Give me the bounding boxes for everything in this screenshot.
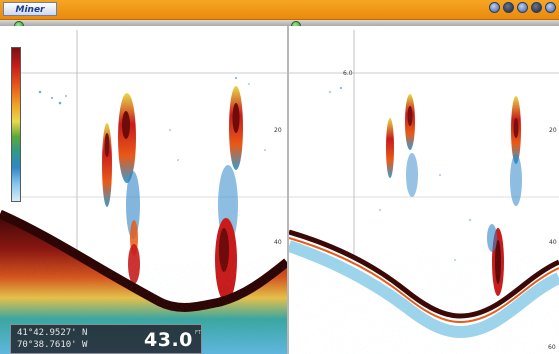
left-depth-label-40: 40: [274, 239, 282, 246]
left-plume-1: [102, 123, 112, 207]
right-depth-label-20: 20: [549, 127, 557, 134]
pane-divider[interactable]: [287, 26, 289, 354]
right-scale-label: 6.0: [343, 70, 353, 77]
depth-value: 43.0: [144, 329, 193, 351]
depth-unit: FT: [195, 330, 201, 336]
settings-icon[interactable]: [489, 2, 500, 13]
right-plume-2: [510, 96, 522, 206]
globe-icon[interactable]: [517, 2, 528, 13]
brand-logo: Miner: [3, 2, 57, 16]
power-icon[interactable]: [503, 2, 514, 13]
right-depth-label-40: 40: [549, 239, 557, 246]
position-depth-readout: 41°42.9527' N 70°38.7610' W 43.0 FT: [10, 324, 202, 354]
right-plume-1: [386, 94, 418, 197]
sonar-color-scale: [11, 47, 21, 202]
latitude-value: 41°42.9527' N: [17, 328, 88, 338]
pane-header-bar: [0, 20, 559, 26]
top-toolbar: Miner: [0, 0, 559, 20]
menu-icon[interactable]: [545, 2, 556, 13]
toolbar-icons: [489, 2, 556, 13]
left-plume-2: [118, 93, 140, 284]
left-depth-label-20: 20: [274, 127, 282, 134]
longitude-value: 70°38.7610' W: [17, 340, 88, 350]
home-icon[interactable]: [531, 2, 542, 13]
right-depth-label-60: 60: [548, 344, 556, 351]
